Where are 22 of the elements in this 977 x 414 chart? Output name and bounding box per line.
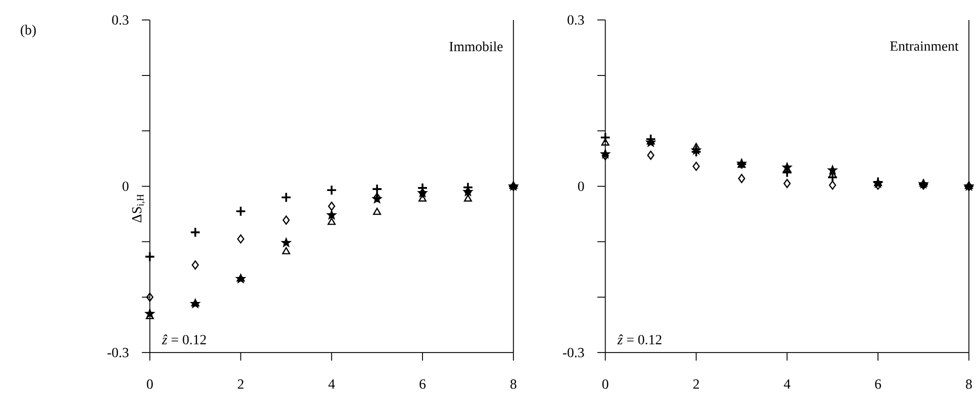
y-tick-label: -0.3 xyxy=(107,348,128,358)
x-tick-label: 4 xyxy=(784,380,790,389)
annotation: Immobile xyxy=(449,42,503,52)
x-tick-label: 6 xyxy=(420,380,426,390)
y-tick-label: 0.3 xyxy=(568,15,584,25)
annotation: Entrainment xyxy=(890,42,959,52)
x-tick-label: 2 xyxy=(238,380,244,389)
x-tick-label: 6 xyxy=(875,380,882,390)
x-tick-label: 8 xyxy=(966,380,972,390)
x-tick-label: 4 xyxy=(328,380,335,389)
y-tick-label: 0 xyxy=(578,182,584,192)
x-tick-label: 8 xyxy=(510,380,516,390)
x-tick-label: 0 xyxy=(602,380,608,390)
text: (b) xyxy=(20,25,36,38)
annotation: ẑ = 0.12 xyxy=(617,334,662,345)
annotation: ẑ = 0.12 xyxy=(162,334,206,345)
y-tick-label: 0 xyxy=(122,182,128,192)
y-tick-label: -0.3 xyxy=(562,348,584,358)
y-tick-label: 0.3 xyxy=(112,15,128,25)
x-tick-label: 0 xyxy=(146,380,153,390)
y-axis-title: ΔS$_{i,H}$ xyxy=(132,194,145,223)
x-tick-label: 2 xyxy=(693,380,699,389)
